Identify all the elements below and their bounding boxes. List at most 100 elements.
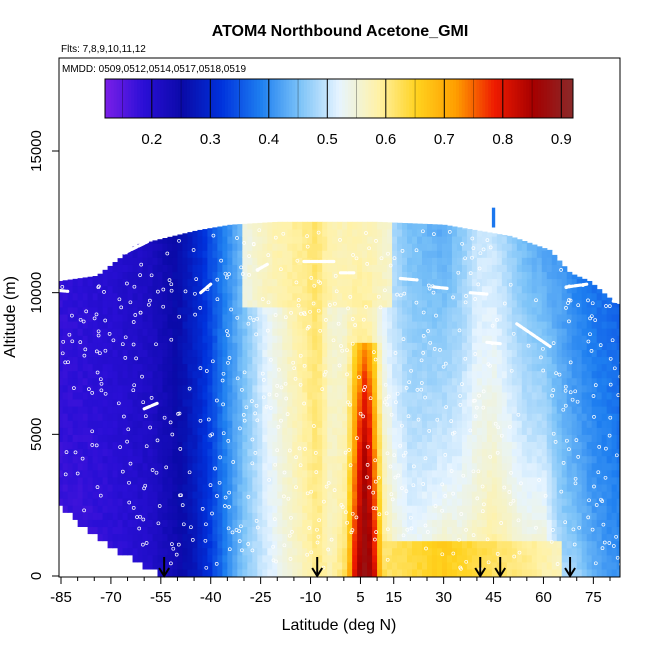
heatmap-cell (556, 540, 563, 549)
heatmap-cell (367, 278, 373, 287)
heatmap-cell (272, 377, 278, 386)
heatmap-cell (402, 292, 408, 301)
heatmap-cell (546, 491, 553, 499)
heatmap-cell (302, 250, 308, 258)
heatmap-cell (491, 498, 498, 506)
heatmap-cell (112, 427, 119, 435)
heatmap-cell (352, 328, 358, 336)
heatmap-cell (431, 498, 438, 506)
heatmap-cell (566, 278, 573, 287)
heatmap-cell (422, 342, 428, 350)
heatmap-cell (342, 568, 348, 577)
heatmap-cell (362, 363, 368, 372)
heatmap-cell (536, 391, 543, 400)
heatmap-cell (407, 554, 413, 563)
heatmap-cell (357, 398, 363, 407)
heatmap-cell (471, 285, 478, 294)
heatmap-cell (561, 349, 568, 358)
heatmap-cell (187, 243, 194, 251)
heatmap-cell (187, 498, 194, 506)
heatmap-cell (157, 462, 164, 471)
heatmap-cell (267, 561, 273, 570)
heatmap-cell (352, 512, 358, 520)
heatmap-cell (506, 533, 513, 542)
heatmap-cell (152, 271, 159, 280)
heatmap-cell (427, 271, 433, 280)
heatmap-cell (392, 228, 398, 237)
heatmap-cell (466, 257, 473, 265)
heatmap-cell (182, 483, 189, 492)
heatmap-cell (412, 455, 418, 464)
heatmap-cell (332, 278, 338, 287)
heatmap-cell (347, 498, 353, 506)
heatmap-cell (516, 406, 523, 414)
heatmap-cell (182, 547, 189, 556)
heatmap-cell (292, 257, 298, 265)
heatmap-cell (551, 257, 558, 265)
heatmap-cell (132, 448, 139, 457)
heatmap-cell (501, 476, 508, 485)
heatmap-cell (307, 491, 313, 499)
heatmap-cell (541, 420, 548, 428)
heatmap-cell (422, 420, 428, 428)
heatmap-cell (446, 306, 453, 315)
heatmap-cell (446, 469, 453, 478)
heatmap-cell (222, 519, 228, 528)
heatmap-cell (377, 243, 383, 251)
heatmap-cell (247, 434, 253, 443)
heatmap-cell (167, 533, 174, 542)
heatmap-cell (302, 271, 308, 280)
heatmap-cell (431, 243, 438, 251)
heatmap-cell (142, 257, 149, 265)
heatmap-cell (481, 231, 488, 237)
heatmap-cell (436, 299, 443, 308)
heatmap-cell (516, 427, 523, 435)
heatmap-cell (551, 328, 558, 336)
heatmap-cell (566, 398, 573, 407)
heatmap-cell (347, 561, 353, 570)
heatmap-cell (242, 328, 248, 336)
heatmap-cell (172, 427, 179, 435)
heatmap-cell (187, 232, 194, 237)
heatmap-cell (367, 476, 373, 485)
heatmap-cell (232, 306, 238, 315)
heatmap-cell (272, 434, 278, 443)
heatmap-cell (59, 398, 64, 407)
heatmap-cell (551, 441, 558, 450)
heatmap-cell (551, 299, 558, 308)
heatmap-cell (412, 448, 418, 457)
heatmap-cell (446, 505, 453, 513)
heatmap-cell (122, 420, 129, 428)
heatmap-cell (237, 328, 243, 336)
heatmap-cell (162, 356, 169, 365)
heatmap-cell (372, 257, 378, 265)
heatmap-cell (267, 427, 273, 435)
heatmap-cell (531, 498, 538, 506)
heatmap-cell (132, 250, 139, 258)
heatmap-cell (252, 356, 258, 365)
heatmap-cell (157, 356, 164, 365)
heatmap-cell (177, 483, 184, 492)
heatmap-cell (427, 243, 433, 251)
heatmap-cell (541, 377, 548, 386)
heatmap-cell (252, 328, 258, 336)
heatmap-cell (352, 568, 358, 577)
heatmap-cell (486, 526, 493, 535)
heatmap-cell (142, 292, 149, 301)
heatmap-cell (232, 505, 238, 513)
heatmap-cell (571, 342, 578, 350)
heatmap-cell (152, 533, 159, 542)
heatmap-cell (392, 561, 398, 570)
heatmap-cell (262, 349, 268, 358)
heatmap-cell (207, 321, 213, 329)
heatmap-cell (417, 406, 423, 414)
heatmap-cell (427, 328, 433, 336)
heatmap-cell (167, 476, 174, 485)
heatmap-cell (152, 264, 159, 273)
heatmap-cell (491, 285, 498, 294)
heatmap-cell (446, 533, 453, 542)
heatmap-cell (521, 512, 528, 520)
heatmap-cell (322, 498, 328, 506)
heatmap-cell (177, 420, 184, 428)
heatmap-cell (526, 391, 533, 400)
